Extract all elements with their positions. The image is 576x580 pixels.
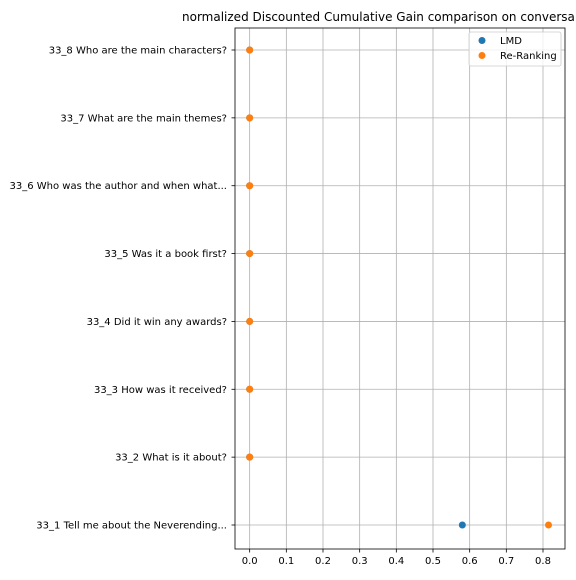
point-re-ranking (246, 317, 254, 325)
point-re-ranking (246, 182, 254, 190)
y-tick-label: 33_5 Was it a book first? (104, 249, 227, 260)
point-re-ranking (246, 114, 254, 122)
x-axis-ticks: 0.0 0.1 0.2 0.3 0.4 0.5 0.6 0.7 0.8 (242, 549, 551, 567)
x-tick-label: 0.0 (242, 556, 258, 567)
x-tick-label: 0.3 (352, 556, 368, 567)
point-re-ranking (246, 385, 254, 393)
legend-marker-lmd (478, 37, 486, 44)
data-points (246, 46, 552, 529)
y-tick-label: 33_6 Who was the author and when what... (10, 181, 228, 192)
x-tick-label: 0.4 (388, 556, 404, 567)
legend-label-lmd: LMD (500, 36, 522, 47)
y-tick-label: 33_4 Did it win any awards? (87, 317, 227, 328)
axes-frame (234, 27, 566, 550)
chart-title: normalized Discounted Cumulative Gain co… (182, 10, 575, 24)
x-tick-label: 0.1 (278, 556, 294, 567)
x-tick-label: 0.7 (498, 556, 514, 567)
y-tick-label: 33_7 What are the main themes? (60, 113, 227, 124)
point-re-ranking (246, 453, 254, 461)
y-tick-label: 33_1 Tell me about the Neverending... (36, 521, 227, 532)
point-re-ranking (246, 46, 254, 54)
legend: LMD Re-Ranking (468, 31, 562, 67)
legend-frame (468, 31, 562, 67)
x-tick-label: 0.5 (425, 556, 441, 567)
point-re-ranking (246, 250, 254, 258)
legend-label-re-ranking: Re-Ranking (500, 51, 557, 62)
y-axis-ticks: 33_1 Tell me about the Neverending... 33_… (10, 46, 235, 532)
y-tick-label: 33_2 What is it about? (115, 453, 227, 464)
grid (235, 28, 565, 549)
x-tick-label: 0.6 (462, 556, 478, 567)
x-tick-label: 0.2 (315, 556, 331, 567)
y-tick-label: 33_3 How was it received? (94, 385, 227, 396)
x-tick-label: 0.8 (535, 556, 551, 567)
point-re-ranking (545, 521, 552, 529)
legend-marker-re-ranking (478, 52, 486, 59)
point-lmd (458, 521, 466, 529)
y-tick-label: 33_8 Who are the main characters? (49, 46, 227, 57)
